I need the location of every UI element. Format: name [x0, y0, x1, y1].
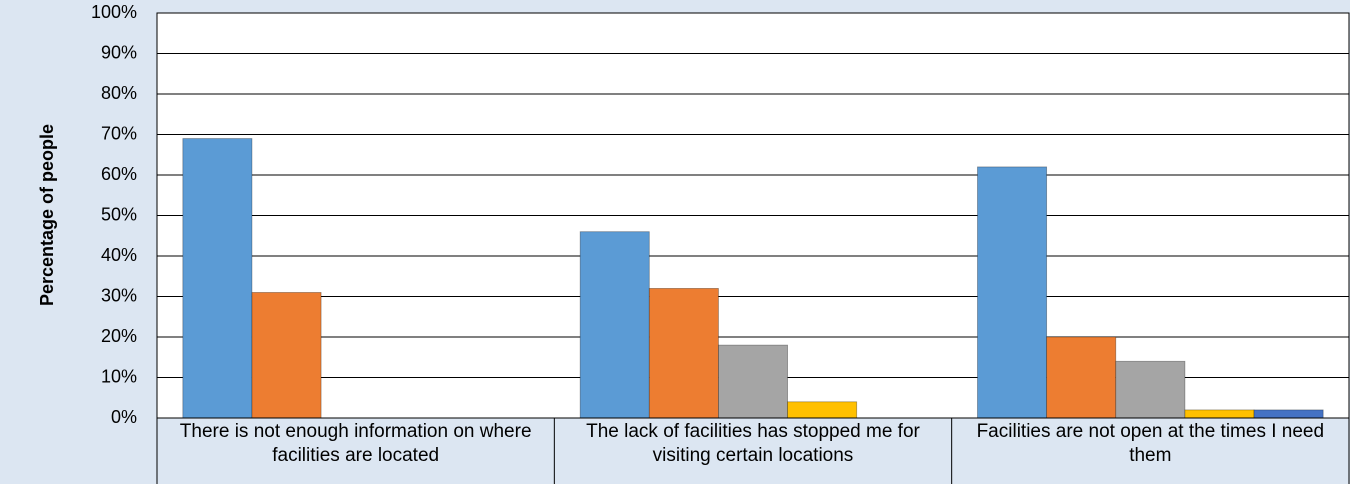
bar [648, 287, 719, 419]
bar [1046, 336, 1117, 419]
x-tick-label: Facilities are not open at the times I n… [976, 421, 1325, 466]
bar [579, 231, 650, 419]
y-tick-label: 90% [101, 42, 137, 62]
y-tick-label: 0% [111, 407, 137, 427]
bar [251, 292, 322, 419]
y-tick-label: 70% [101, 123, 137, 143]
y-tick-label: 20% [101, 326, 137, 346]
y-tick-label: 30% [101, 285, 137, 305]
bar [977, 166, 1048, 419]
bar [1184, 409, 1255, 419]
bar [787, 401, 858, 419]
y-axis-label: Percentage of people [37, 124, 57, 306]
y-tick-label: 100% [91, 2, 137, 22]
bar [1253, 409, 1324, 419]
bar [182, 138, 253, 419]
bar [1115, 360, 1186, 419]
y-tick-label: 40% [101, 245, 137, 265]
y-tick-label: 50% [101, 204, 137, 224]
y-tick-label: 80% [101, 83, 137, 103]
bar [718, 344, 788, 419]
x-tick-label: The lack of facilities has stopped me fo… [586, 421, 920, 466]
y-tick-label: 60% [101, 164, 137, 184]
x-tick-label: There is not enough information on where… [179, 421, 532, 466]
y-tick-label: 10% [101, 366, 137, 386]
